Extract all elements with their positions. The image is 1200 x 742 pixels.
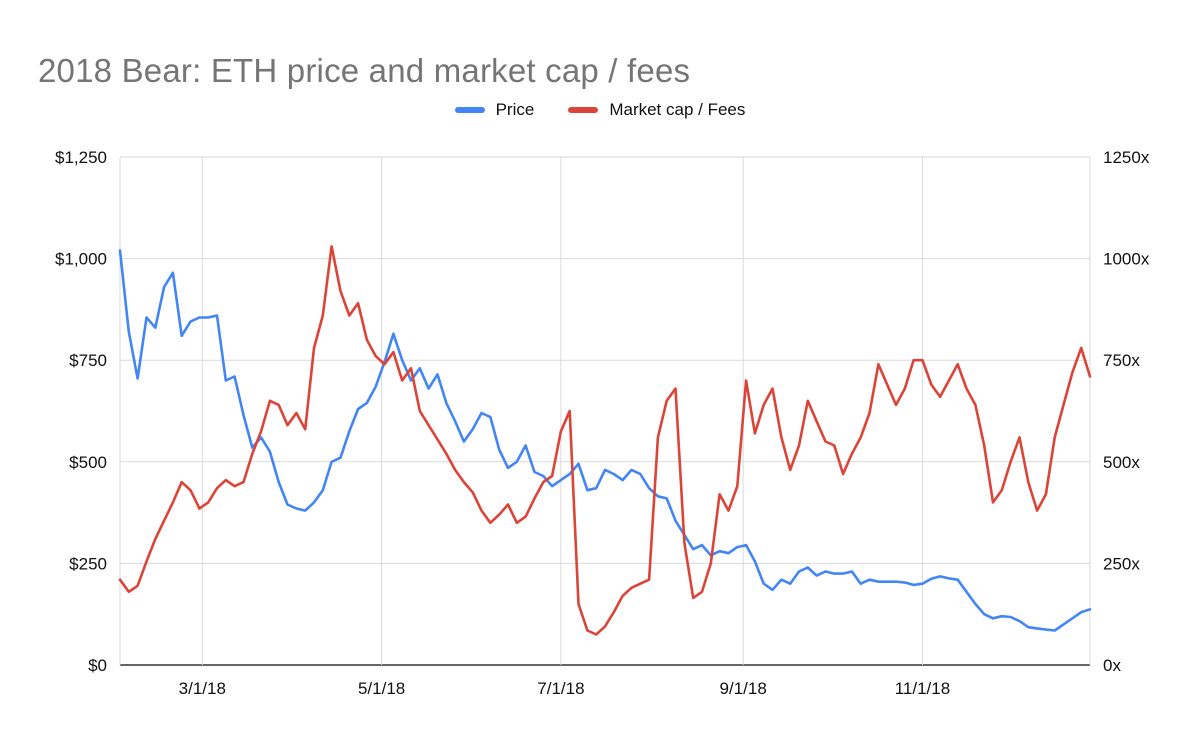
legend-item-price: Price	[454, 100, 535, 120]
right-axis-tick-label: 1000x	[1103, 250, 1150, 269]
marketcap-fees-legend-swatch-icon	[568, 107, 599, 113]
left-axis-tick-label: $1,250	[55, 148, 107, 167]
right-axis-tick-label: 250x	[1103, 554, 1140, 573]
chart-title: 2018 Bear: ETH price and market cap / fe…	[38, 52, 691, 90]
x-axis-tick-label: 3/1/18	[179, 679, 226, 698]
x-axis-tick-label: 7/1/18	[537, 679, 584, 698]
price-series-line	[118, 249, 1092, 632]
left-axis-tick-label: $1,000	[55, 250, 107, 269]
price-legend-swatch-icon	[454, 107, 485, 113]
left-axis-tick-label: $250	[69, 554, 107, 573]
x-axis-tick-label: 9/1/18	[720, 679, 767, 698]
left-axis-tick-label: $750	[69, 351, 107, 370]
x-axis-tick-label: 11/1/18	[895, 679, 950, 698]
legend-item-marketcap-fees: Market cap / Fees	[568, 100, 745, 120]
right-axis-tick-label: 1250x	[1103, 148, 1150, 167]
left-axis-tick-label: $0	[88, 656, 107, 675]
right-axis-tick-label: 0x	[1103, 656, 1121, 675]
marketcap-fees-legend-label: Market cap / Fees	[609, 100, 746, 119]
chart-legend: Price Market cap / Fees	[0, 100, 1200, 120]
price-legend-label: Price	[495, 100, 535, 119]
x-axis-tick-label: 5/1/18	[358, 679, 405, 698]
right-axis-tick-label: 500x	[1103, 453, 1140, 472]
marketcap-fees-series-line	[118, 245, 1092, 636]
left-axis-tick-label: $500	[69, 453, 107, 472]
right-axis-tick-label: 750x	[1103, 351, 1140, 370]
